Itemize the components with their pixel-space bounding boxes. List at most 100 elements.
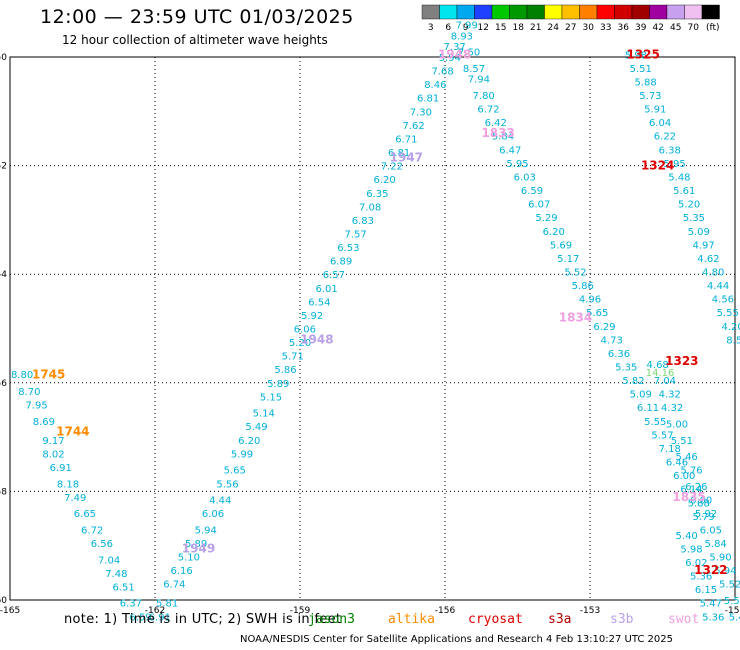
wave-height-value: 7.62 [402, 121, 424, 132]
wave-height-value: 8.18 [57, 479, 79, 490]
wave-height-value: 5.94 [714, 566, 736, 577]
wave-height-value: 6.72 [81, 525, 103, 536]
pass-time-label: 1322 [694, 563, 727, 577]
pass-time-label: 1834 [559, 311, 592, 325]
legend-label: 3 [428, 23, 434, 33]
wave-height-value: 5.47 [700, 599, 722, 610]
wave-height-value: 8.02 [42, 449, 64, 460]
wave-height-value: 6.89 [330, 257, 352, 268]
wave-height-value: 5.88 [634, 77, 656, 88]
wave-height-value: 6.65 [74, 509, 96, 520]
wave-height-value: 4.20 [721, 322, 740, 333]
legend-label: 33 [600, 23, 611, 33]
wave-height-value: 6.81 [417, 94, 439, 105]
wave-height-value: 5.95 [663, 159, 685, 170]
x-tick-label: -153 [580, 606, 600, 616]
wave-height-value: 8.55 [726, 335, 740, 346]
legend-swatch [666, 4, 685, 20]
y-tick-label: -52 [0, 162, 7, 172]
wave-height-value: 7.04 [98, 555, 120, 566]
wave-height-value: 5.20 [678, 200, 700, 211]
wave-height-value: 5.17 [557, 254, 579, 265]
wave-height-value: 7.08 [359, 202, 381, 213]
wave-height-value: 8.93 [451, 31, 473, 42]
wave-height-value: 5.57 [651, 430, 673, 441]
wave-height-value: 7.37 [444, 42, 466, 53]
x-tick-label: -162 [145, 606, 165, 616]
wave-height-value: 6.91 [149, 612, 171, 623]
wave-height-value: 6.74 [163, 580, 185, 591]
wave-height-value: 6.81 [388, 148, 410, 159]
wave-height-value: 5.36 [690, 572, 712, 583]
wave-height-value: 6.20 [373, 175, 395, 186]
wave-height-value: 4.80 [702, 267, 724, 278]
wave-height-value: 5.20 [289, 338, 311, 349]
wave-height-value: 6.38 [659, 145, 681, 156]
legend-swatch [491, 4, 510, 20]
wave-height-value: 5.51 [671, 436, 693, 447]
wave-height-value: 5.49 [245, 422, 267, 433]
wave-height-value: 6.83 [352, 216, 374, 227]
wave-height-value: 6.51 [112, 582, 134, 593]
note-text: note: 1) Time is in UTC; 2) SWH is in fe… [64, 612, 342, 627]
wave-height-value: 6.04 [649, 118, 671, 129]
satellite-name-altika: altika [388, 612, 435, 627]
wave-height-value: 5.56 [216, 479, 238, 490]
wave-height-value: 5.61 [673, 186, 695, 197]
footer-credit: NOAA/NESDIS Center for Satellite Applica… [240, 634, 673, 645]
wave-height-value: 5.55 [717, 308, 739, 319]
wave-height-value: 7.48 [105, 569, 127, 580]
wave-height-value: 6.00 [690, 496, 712, 507]
x-tick-label: -156 [435, 606, 456, 616]
wave-height-value: 4.73 [601, 335, 623, 346]
wave-height-value: 6.29 [593, 322, 615, 333]
pass-time-label: 1835 [672, 490, 705, 504]
legend-swatch [421, 4, 440, 20]
wave-height-value: 6.02 [685, 558, 707, 569]
legend-label: 30 [583, 23, 595, 33]
wave-height-value: 4.62 [697, 254, 719, 265]
legend-label: 39 [635, 23, 647, 33]
y-tick-label: -50 [0, 53, 7, 63]
wave-height-value: 6.14 [680, 485, 702, 496]
wave-height-value: 5.65 [224, 466, 246, 477]
wave-height-value: 5.52 [719, 580, 740, 591]
wave-height-value: 7.57 [344, 229, 366, 240]
wave-height-value: 5.82 [622, 376, 644, 387]
wave-height-value: 4.44 [209, 496, 231, 507]
wave-height-value: 7.80 [473, 91, 495, 102]
wave-height-value: 5.90 [709, 553, 731, 564]
legend-swatch [526, 4, 545, 20]
wave-height-value: 5.94 [439, 53, 461, 64]
wave-height-value: 5.15 [260, 392, 282, 403]
wave-height-value: 6.07 [528, 200, 550, 211]
wave-height-value: 5.94 [195, 525, 217, 536]
wave-height-value: 5.92 [301, 311, 323, 322]
wave-height-value: 6.01 [315, 284, 337, 295]
wave-height-value: 6.26 [685, 482, 707, 493]
wave-height-value: 6.20 [543, 227, 565, 238]
legend-label: (ft) [706, 23, 720, 33]
wave-height-value: 14.16 [646, 368, 675, 379]
wave-height-value: 6.06 [202, 509, 224, 520]
wave-height-value: 8.69 [33, 417, 55, 428]
y-tick-label: -56 [0, 379, 7, 389]
legend-label: 24 [548, 23, 560, 33]
pass-time-label: 1323 [665, 354, 698, 368]
wave-height-value: 6.56 [91, 539, 113, 550]
wave-height-value: 5.76 [680, 466, 702, 477]
legend-label: 45 [670, 23, 681, 33]
wave-height-value: 6.37 [120, 599, 142, 610]
pass-time-label: 1948 [438, 47, 471, 61]
pass-time-label: 1744 [56, 425, 89, 439]
wave-height-value: 6.11 [637, 403, 659, 414]
pass-time-label: 1833 [481, 126, 514, 140]
legend-label: 9 [463, 23, 469, 33]
wave-height-value: 6.15 [695, 585, 717, 596]
wave-height-value: 5.89 [185, 539, 207, 550]
y-tick-label: -60 [0, 596, 7, 606]
wave-height-value: 6.20 [238, 436, 260, 447]
wave-height-value: 7.04 [654, 376, 676, 387]
wave-height-value: 6.42 [485, 118, 507, 129]
wave-height-value: 5.88 [688, 498, 710, 509]
